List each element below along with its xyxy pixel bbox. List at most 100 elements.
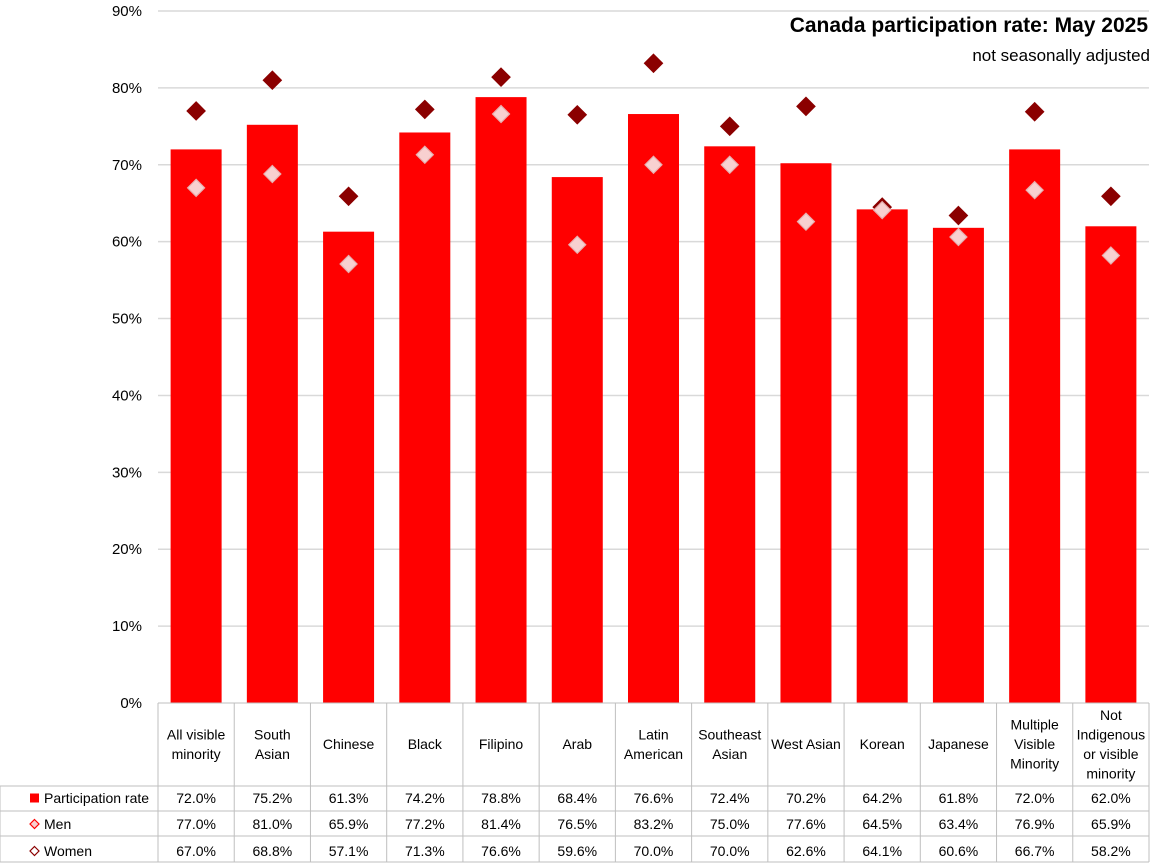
table-value: 59.6%: [557, 843, 597, 859]
table-value: 60.6%: [939, 843, 979, 859]
category-label: Korean: [860, 736, 905, 752]
women-marker: [1101, 246, 1121, 265]
chart-title: Canada participation rate: May 2025: [789, 14, 1148, 37]
table-value: 68.8%: [252, 843, 292, 859]
table-value: 64.2%: [862, 790, 902, 806]
men-marker: [414, 99, 435, 120]
table-value: 58.2%: [1091, 843, 1131, 859]
men-marker: [338, 186, 359, 207]
table-value: 77.6%: [786, 816, 826, 832]
y-tick-label: 70%: [112, 157, 142, 174]
table-value: 74.2%: [405, 790, 445, 806]
chart-subtitle: not seasonally adjusted: [972, 46, 1150, 65]
table-value: 81.4%: [481, 816, 521, 832]
legend-key-women: [29, 845, 40, 857]
table-value: 72.4%: [710, 790, 750, 806]
table-value: 61.3%: [329, 790, 369, 806]
table-value: 62.6%: [786, 843, 826, 859]
table-value: 77.0%: [176, 816, 216, 832]
women-marker: [796, 212, 816, 232]
men-marker: [186, 101, 206, 121]
bar: [932, 227, 984, 703]
table-value: 65.9%: [329, 816, 369, 832]
table-value: 66.7%: [1015, 843, 1055, 859]
bar: [704, 146, 756, 703]
category-label: All visible minority: [167, 726, 226, 762]
table-value: 83.2%: [634, 816, 674, 832]
y-tick-label: 0%: [120, 695, 142, 712]
table-value: 64.1%: [862, 843, 902, 859]
table-value: 70.0%: [710, 843, 750, 859]
women-marker: [186, 178, 206, 198]
table-value: 72.0%: [1015, 790, 1055, 806]
men-marker: [491, 67, 511, 87]
table-value: 62.0%: [1091, 790, 1131, 806]
legend-key-men: [29, 818, 40, 830]
men-marker: [948, 205, 969, 226]
bar: [170, 149, 222, 703]
women-marker: [339, 254, 358, 274]
category-label: West Asian: [771, 736, 841, 752]
table-value: 76.6%: [481, 843, 521, 859]
bar: [323, 231, 375, 703]
women-marker: [720, 155, 740, 175]
women-marker: [1025, 180, 1045, 200]
bar: [628, 114, 679, 703]
legend-key-participation: [30, 793, 39, 803]
legend-label: Women: [44, 843, 92, 859]
bar: [246, 124, 298, 704]
table-value: 67.0%: [176, 843, 216, 859]
category-label: South Asian: [254, 726, 291, 762]
men-marker: [262, 70, 283, 91]
men-marker: [643, 53, 664, 74]
bar: [1085, 226, 1137, 704]
table-value: 61.8%: [939, 790, 979, 806]
table-value: 81.0%: [252, 816, 292, 832]
women-marker: [415, 145, 435, 165]
y-tick-label: 10%: [112, 618, 142, 635]
bar: [780, 163, 832, 704]
bar: [399, 132, 451, 704]
table-value: 72.0%: [176, 790, 216, 806]
bar: [856, 209, 908, 703]
legend-label: Men: [44, 816, 71, 832]
category-label: Black: [408, 736, 443, 752]
men-marker: [1101, 186, 1121, 207]
table-value: 65.9%: [1091, 816, 1131, 832]
y-tick-label: 80%: [112, 80, 142, 97]
table-value: 70.0%: [634, 843, 674, 859]
category-label: Chinese: [323, 736, 375, 752]
men-marker: [719, 116, 740, 137]
table-value: 78.8%: [481, 790, 521, 806]
table-value: 70.2%: [786, 790, 826, 806]
y-tick-label: 40%: [112, 387, 142, 404]
table-value: 68.4%: [557, 790, 597, 806]
men-marker: [567, 104, 588, 125]
bar: [551, 177, 603, 703]
women-marker: [567, 235, 587, 255]
y-tick-label: 50%: [112, 311, 142, 328]
women-marker: [949, 227, 968, 247]
women-marker: [491, 104, 511, 124]
table-value: 76.5%: [557, 816, 597, 832]
table-value: 75.2%: [252, 790, 292, 806]
y-tick-label: 90%: [112, 3, 142, 20]
bar: [1009, 149, 1061, 703]
men-marker: [796, 96, 816, 117]
table-value: 63.4%: [939, 816, 979, 832]
category-label: Arab: [562, 736, 592, 752]
y-tick-label: 20%: [112, 541, 142, 558]
table-value: 76.9%: [1015, 816, 1055, 832]
category-label: Not Indigenous or visible minority: [1077, 707, 1146, 782]
legend-label: Participation rate: [44, 790, 149, 806]
women-marker: [644, 155, 663, 175]
women-marker: [262, 164, 282, 184]
table-value: 64.5%: [862, 816, 902, 832]
table-value: 77.2%: [405, 816, 445, 832]
category-label: Japanese: [928, 736, 989, 752]
table-value: 71.3%: [405, 843, 445, 859]
table-value: 76.6%: [634, 790, 674, 806]
category-label: Multiple Visible Minority: [1010, 717, 1059, 772]
table-value: 75.0%: [710, 816, 750, 832]
